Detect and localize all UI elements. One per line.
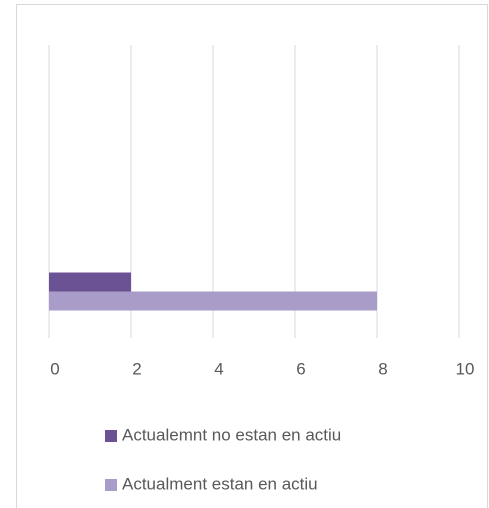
legend-swatch	[105, 479, 117, 491]
legend-swatch	[105, 430, 117, 442]
x-tick-label: 8	[378, 359, 387, 378]
legend-label: Actualemnt no estan en actiu	[122, 425, 341, 444]
chart-frame	[16, 4, 488, 508]
x-tick-label: 0	[50, 359, 59, 378]
legend-label: Actualment estan en actiu	[122, 474, 318, 493]
x-tick-label: 6	[296, 359, 305, 378]
bar	[49, 272, 131, 292]
x-tick-label: 2	[132, 359, 141, 378]
x-tick-label: 10	[456, 359, 475, 378]
x-tick-label: 4	[214, 359, 223, 378]
bar	[49, 291, 377, 311]
